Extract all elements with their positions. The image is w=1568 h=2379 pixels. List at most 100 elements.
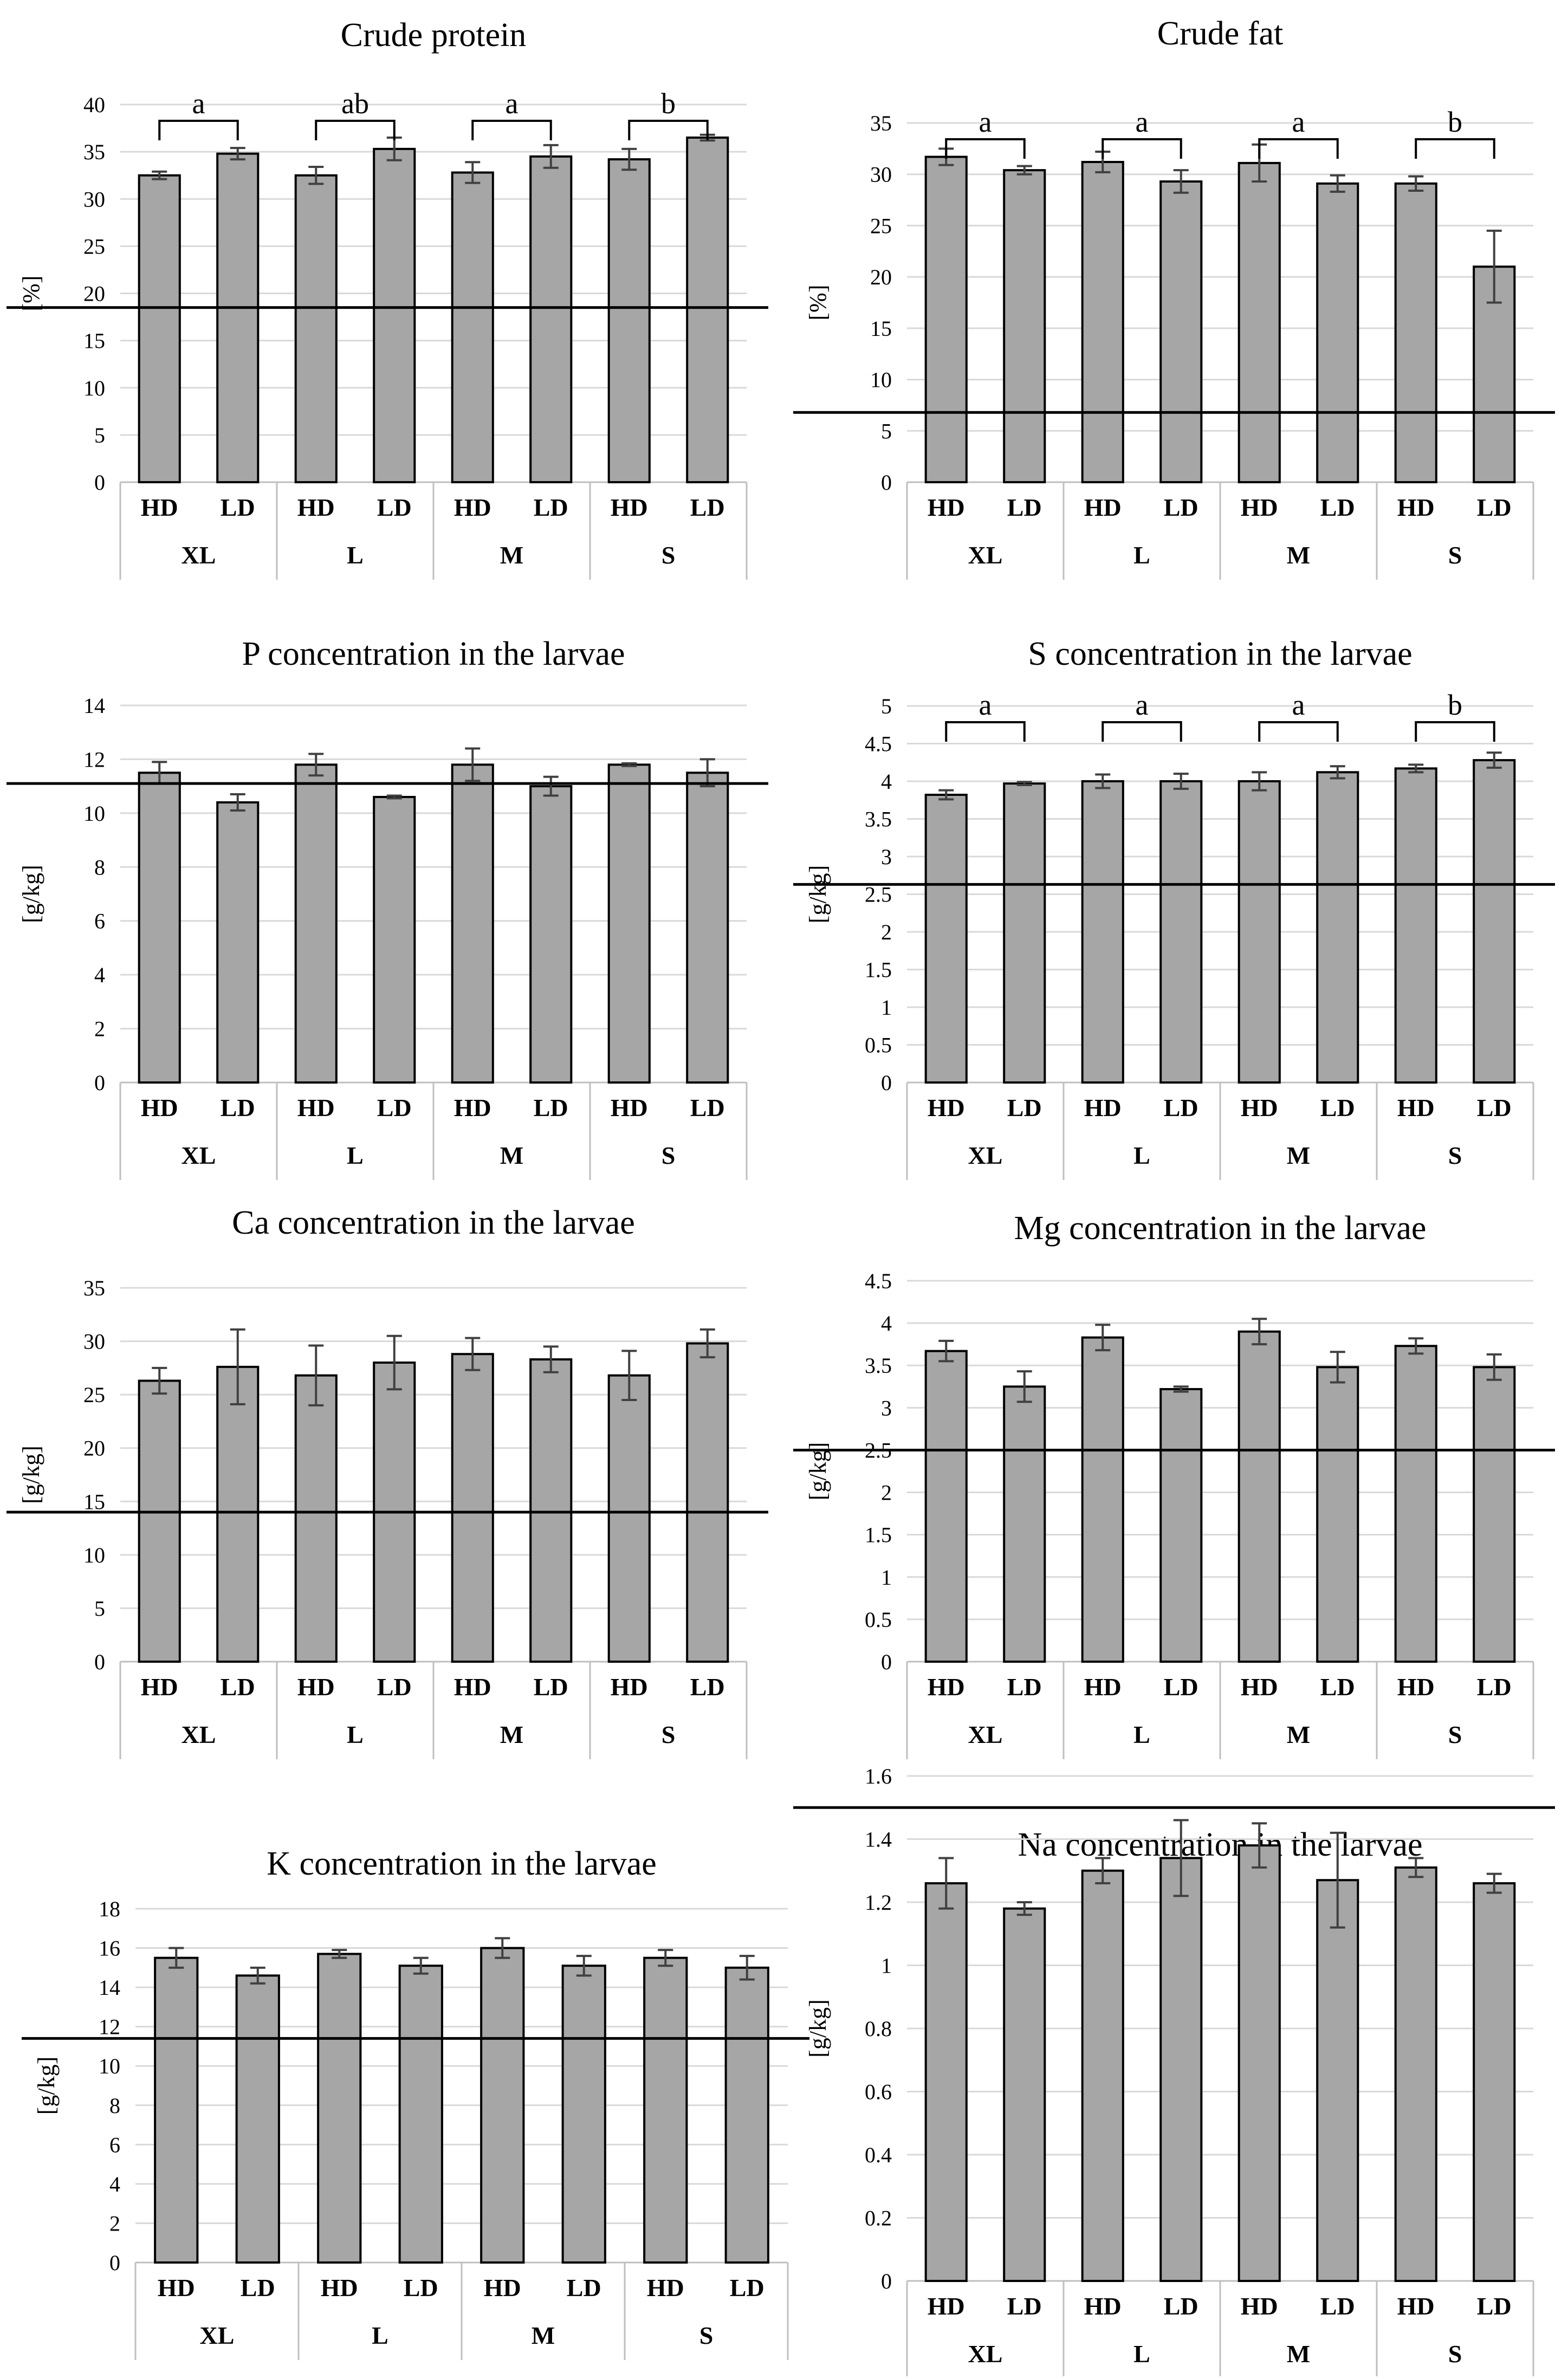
bar <box>686 772 729 1084</box>
error-bar <box>1016 781 1032 786</box>
y-tick-label: 0.5 <box>865 1033 892 1058</box>
x-category-label: LD <box>1007 1673 1042 1701</box>
chart-panel-7: K concentration in the larvae 0 2 4 6 8 10 12 14… <box>22 1845 809 2360</box>
bar <box>1473 1882 1516 2283</box>
bar <box>235 1974 280 2264</box>
y-tick-label: 0 <box>881 2269 892 2293</box>
significance-bracket <box>158 120 239 140</box>
y-tick-label: 35 <box>870 111 892 135</box>
significance-letter: a <box>979 689 992 721</box>
x-category-label: HD <box>297 1673 335 1701</box>
bar <box>317 1953 362 2264</box>
x-category-label: HD <box>321 2274 358 2302</box>
error-bar <box>230 1328 245 1405</box>
bar <box>294 763 338 1084</box>
chart-title: K concentration in the larvae <box>267 1845 657 1882</box>
y-axis-label: [g/kg] <box>33 2057 60 2115</box>
x-category-label: LD <box>1320 494 1355 521</box>
bar <box>1081 1869 1124 2282</box>
x-group-label: S <box>1448 1142 1462 1169</box>
bar <box>154 1956 199 2264</box>
x-group-label: M <box>1287 1142 1310 1169</box>
x-category-label: HD <box>454 1673 491 1701</box>
y-tick-label: 0.8 <box>865 2017 892 2041</box>
x-category-label: HD <box>141 494 178 521</box>
x-group-label: L <box>1133 2340 1150 2368</box>
x-category-label: HD <box>647 2274 684 2302</box>
error-bar <box>1173 1819 1189 1897</box>
y-tick-label: 4 <box>94 963 105 987</box>
x-category-label: HD <box>611 1094 648 1122</box>
y-tick-label: 25 <box>870 213 892 238</box>
x-category-label: HD <box>928 1673 965 1701</box>
y-axis-label: [g/kg] <box>805 1442 831 1501</box>
bar <box>373 147 416 483</box>
x-category-label: LD <box>241 2274 275 2302</box>
error-bar <box>938 789 954 801</box>
bar <box>480 1947 525 2264</box>
bar <box>643 1956 688 2264</box>
error-bar <box>308 166 324 185</box>
error-bar <box>308 753 324 777</box>
significance-letter: b <box>1448 106 1462 138</box>
x-category-label: LD <box>1320 1673 1355 1701</box>
significance-bracket <box>1102 721 1182 742</box>
y-tick-label: 18 <box>99 1897 120 1921</box>
error-bar <box>1330 1831 1345 1929</box>
y-tick-label: 14 <box>99 1975 120 2000</box>
error-bar <box>465 161 481 184</box>
bar <box>1237 1330 1281 1663</box>
x-category-label: HD <box>1397 2292 1435 2320</box>
x-group-label: L <box>347 541 364 569</box>
y-tick-label: 8 <box>109 2093 120 2118</box>
x-group-label: L <box>372 2322 388 2349</box>
x-group-label: XL <box>968 541 1003 569</box>
error-bar <box>308 1344 324 1406</box>
y-tick-label: 12 <box>99 2015 120 2039</box>
y-tick-label: 10 <box>99 2054 120 2078</box>
y-tick-label: 40 <box>83 93 105 117</box>
y-tick-label: 1.6 <box>865 1764 892 1788</box>
y-tick-label: 4 <box>881 769 892 794</box>
x-category-label: HD <box>928 2292 965 2320</box>
error-bar <box>621 1350 637 1401</box>
x-group-label: S <box>1448 541 1462 569</box>
y-tick-label: 2 <box>109 2211 120 2235</box>
bar <box>529 155 573 483</box>
y-axis-label: [g/kg] <box>18 865 44 923</box>
x-category-label: LD <box>1164 494 1198 521</box>
x-category-label: LD <box>534 1094 568 1122</box>
x-group-label: XL <box>182 1142 216 1169</box>
y-tick-label: 20 <box>83 1436 105 1461</box>
chart-panel-4: S concentration in the larvae 0 0.5 1 1.5 2 2.… <box>793 636 1555 1180</box>
x-category-label: HD <box>297 494 335 521</box>
bar <box>1003 1907 1046 2282</box>
significance-bracket <box>945 138 1026 159</box>
y-tick-label: 30 <box>83 187 105 211</box>
x-category-label: HD <box>1084 2292 1122 2320</box>
x-category-label: HD <box>484 2274 521 2302</box>
y-tick-label: 5 <box>881 694 892 718</box>
error-bar <box>1016 165 1032 176</box>
error-bar <box>332 1949 347 1959</box>
bar <box>529 785 573 1084</box>
x-group-label: M <box>500 1721 523 1748</box>
chart-title: P concentration in the larvae <box>242 636 625 672</box>
x-category-label: LD <box>567 2274 601 2302</box>
significance-bracket <box>1102 138 1182 159</box>
x-group-label: M <box>500 541 523 569</box>
y-tick-label: 14 <box>83 693 105 718</box>
significance-bracket <box>471 120 552 140</box>
y-tick-label: 0.2 <box>865 2206 892 2231</box>
significance-letter: a <box>1136 689 1149 721</box>
error-bar <box>576 1955 592 1977</box>
y-axis-label: [g/kg] <box>805 865 831 924</box>
x-group-label: M <box>500 1142 523 1169</box>
error-bar <box>250 1966 265 1985</box>
x-category-label: HD <box>297 1094 335 1122</box>
bar <box>1394 182 1437 483</box>
error-bar <box>621 147 637 171</box>
error-bar <box>169 1947 184 1969</box>
y-tick-label: 15 <box>83 329 105 353</box>
error-bar <box>699 758 715 788</box>
